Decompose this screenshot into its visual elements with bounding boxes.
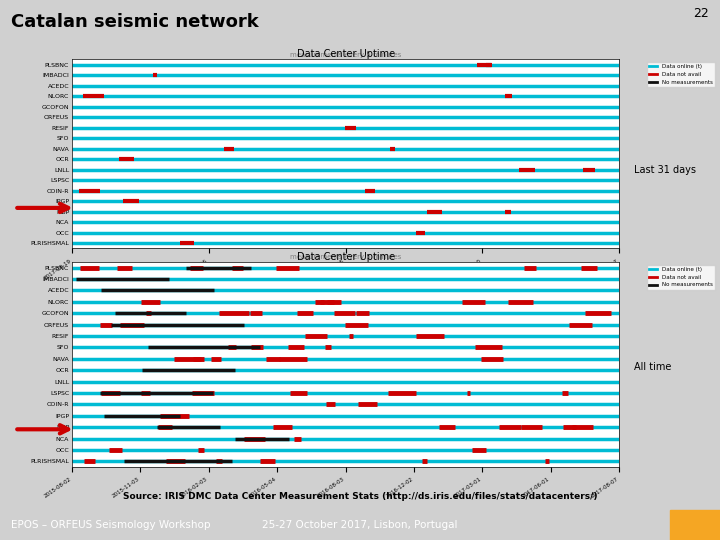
Text: Source: IRIS DMC Data Center Measurement Stats (http://ds.iris.edu/files/stats/d: Source: IRIS DMC Data Center Measurement… <box>122 492 598 501</box>
Title: Data Center Uptime: Data Center Uptime <box>297 49 395 59</box>
Legend: Data online (t), Data not avail, No measurements: Data online (t), Data not avail, No meas… <box>647 265 715 289</box>
Legend: Data online (t), Data not avail, No measurements: Data online (t), Data not avail, No meas… <box>647 62 715 87</box>
Text: EPOS – ORFEUS Seismology Workshop: EPOS – ORFEUS Seismology Workshop <box>11 520 210 530</box>
Text: Catalan seismic network: Catalan seismic network <box>11 13 258 31</box>
Bar <box>670 510 720 540</box>
Title: Data Center Uptime: Data Center Uptime <box>297 252 395 262</box>
Text: measurements every 5 minutes: measurements every 5 minutes <box>290 254 401 260</box>
Text: All time: All time <box>634 362 671 372</box>
Text: Last 31 days: Last 31 days <box>634 165 696 175</box>
Text: 25-27 October 2017, Lisbon, Portugal: 25-27 October 2017, Lisbon, Portugal <box>262 520 458 530</box>
Text: measurements every 5 minutes: measurements every 5 minutes <box>290 51 401 57</box>
Text: 22: 22 <box>693 7 709 21</box>
